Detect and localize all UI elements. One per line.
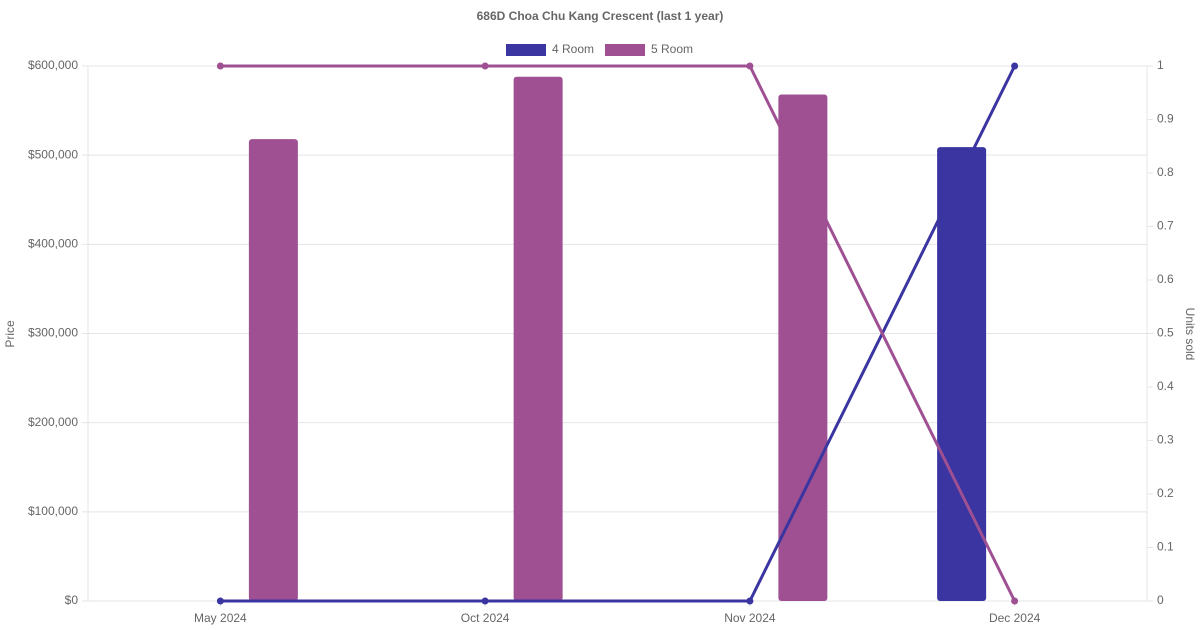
- y-tick-label: $300,000: [28, 326, 78, 340]
- point: [216, 62, 224, 70]
- y2-tick-label: 0.3: [1157, 433, 1174, 447]
- point: [481, 62, 489, 70]
- point: [1011, 597, 1019, 605]
- bar: [778, 94, 828, 602]
- y2-tick-label: 1: [1157, 58, 1164, 72]
- x-tick-label: Dec 2024: [989, 611, 1041, 625]
- x-tick-label: Oct 2024: [461, 611, 510, 625]
- y2-tick-label: 0.4: [1157, 379, 1174, 393]
- bar: [937, 147, 987, 601]
- point: [216, 597, 224, 605]
- bar: [513, 76, 563, 601]
- line: [220, 64, 1016, 602]
- y2-tick-label: 0.5: [1157, 326, 1174, 340]
- chart-title: 686D Choa Chu Kang Crescent (last 1 year…: [477, 9, 724, 23]
- point: [746, 62, 754, 70]
- y-tick-label: $200,000: [28, 415, 78, 429]
- y2-tick-label: 0.7: [1157, 219, 1174, 233]
- y2-tick-label: 0.2: [1157, 486, 1174, 500]
- y-tick-label: $100,000: [28, 504, 78, 518]
- legend-swatch: [506, 44, 546, 56]
- point: [1011, 62, 1019, 70]
- legend-label: 4 Room: [552, 42, 594, 56]
- y2-tick-label: 0.1: [1157, 540, 1174, 554]
- point: [746, 597, 754, 605]
- y-tick-label: $400,000: [28, 237, 78, 251]
- point: [481, 597, 489, 605]
- legend-label: 5 Room: [651, 42, 693, 56]
- y2-tick-label: 0: [1157, 593, 1164, 607]
- y-tick-label: $600,000: [28, 58, 78, 72]
- legend-swatch: [605, 44, 645, 56]
- x-tick-label: Nov 2024: [724, 611, 776, 625]
- x-tick-label: May 2024: [194, 611, 247, 625]
- y2-axis-label: Units sold: [1183, 308, 1197, 361]
- y-axis-label: Price: [3, 320, 17, 348]
- y2-tick-label: 0.8: [1157, 165, 1174, 179]
- y2-tick-label: 0.9: [1157, 112, 1174, 126]
- y-tick-label: $0: [65, 593, 79, 607]
- bar: [248, 139, 298, 601]
- y-tick-label: $500,000: [28, 147, 78, 161]
- y2-tick-label: 0.6: [1157, 272, 1174, 286]
